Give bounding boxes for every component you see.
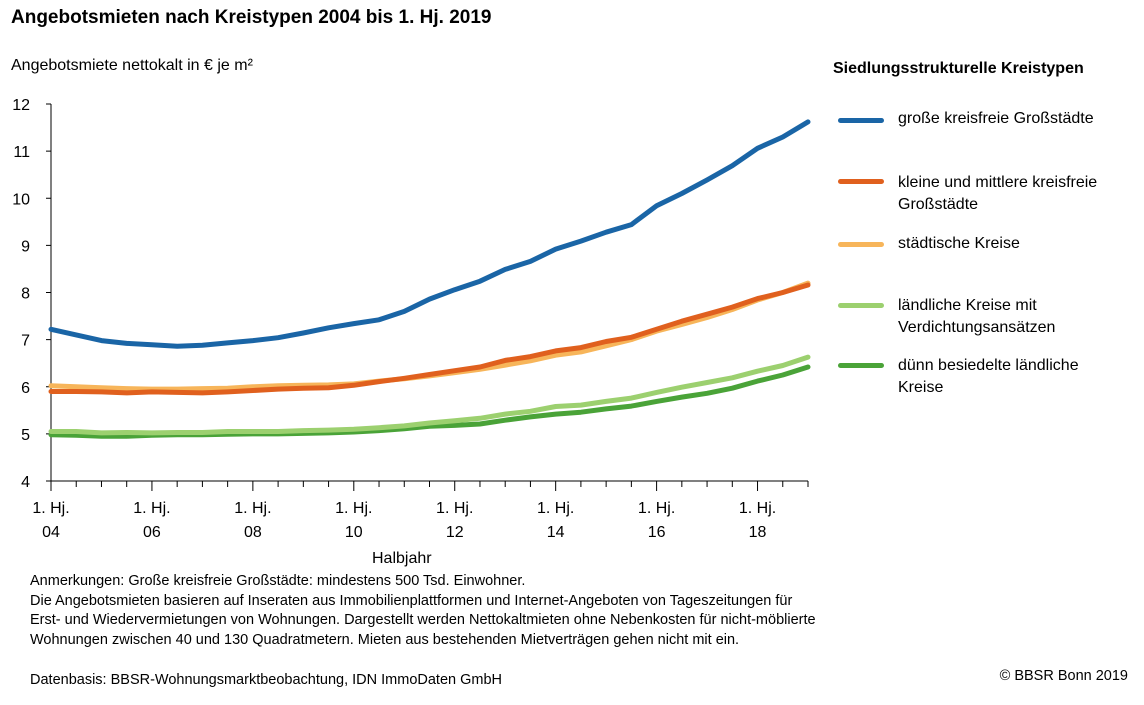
- footnote-line: Die Angebotsmieten basieren auf Inserate…: [30, 592, 793, 609]
- line-chart: 4 5 6 7 8 9 10 11 12 1. Hj. 04 1. Hj. 06 1. Hj. 08 1. H…: [12, 97, 811, 541]
- x-tick-label: 1. Hj.: [133, 500, 170, 517]
- data-source: Datenbasis: BBSR-Wohnungsmarktbeobachtun…: [30, 672, 503, 688]
- x-tick-label: 04: [42, 524, 60, 541]
- y-tick-label: 7: [21, 333, 30, 350]
- x-tick-label: 1. Hj.: [335, 500, 372, 517]
- axes: 4 5 6 7 8 9 10 11 12 1. Hj. 04 1. Hj. 06 1. Hj. 08 1. H…: [12, 97, 809, 541]
- series-line: [48, 282, 811, 396]
- y-tick-label: 8: [21, 286, 30, 303]
- y-tick-label: 5: [21, 427, 30, 444]
- y-tick-label: 9: [21, 238, 30, 255]
- legend-swatch: [838, 118, 884, 123]
- x-tick-label: 08: [244, 524, 262, 541]
- x-tick-label: 12: [446, 524, 464, 541]
- x-tick-label: 1. Hj.: [537, 500, 574, 517]
- x-tick-label: 14: [547, 524, 565, 541]
- x-tick-label: 1. Hj.: [234, 500, 271, 517]
- copyright: © BBSR Bonn 2019: [999, 668, 1128, 684]
- footnote-line: Anmerkungen: Große kreisfreie Großstädte…: [30, 573, 526, 589]
- series-lines: [48, 119, 811, 439]
- x-tick-label: 1. Hj.: [638, 500, 675, 517]
- legend-label: kleine und mittlere kreisfreie Großstädte: [898, 174, 1098, 213]
- x-tick-label: 1. Hj.: [436, 500, 473, 517]
- legend-swatch: [838, 303, 884, 308]
- legend-swatch: [838, 242, 884, 247]
- legend-swatch: [838, 179, 884, 184]
- x-axis-label: Halbjahr: [372, 550, 432, 567]
- y-axis-label: Angebotsmiete nettokalt in € je m²: [11, 57, 253, 74]
- legend-label: ländliche Kreise mit Verdichtungsansätzen: [898, 297, 1056, 336]
- x-tick-label: 06: [143, 524, 161, 541]
- legend-label: große kreisfreie Großstädte: [898, 110, 1094, 127]
- y-tick-label: 11: [13, 144, 30, 161]
- x-tick-label: 10: [345, 524, 363, 541]
- y-tick-label: 4: [21, 474, 30, 491]
- legend-title: Siedlungsstrukturelle Kreistypen: [833, 60, 1084, 77]
- legend-swatch: [838, 363, 884, 368]
- x-tick-label: 1. Hj.: [32, 500, 69, 517]
- footnote-line: Erst- und Wiedervermietungen von Wohnung…: [30, 612, 816, 628]
- series-line: [48, 119, 811, 349]
- y-tick-label: 6: [21, 380, 30, 397]
- x-tick-label: 1. Hj.: [739, 500, 776, 517]
- series-line: [48, 354, 811, 436]
- footnote-line: Wohnungen zwischen 40 und 130 Quadratmet…: [30, 631, 740, 648]
- y-tick-label: 12: [12, 97, 30, 114]
- chart-title: Angebotsmieten nach Kreistypen 2004 bis …: [11, 7, 492, 28]
- legend-label: städtische Kreise: [898, 235, 1020, 252]
- x-tick-label: 18: [749, 524, 767, 541]
- x-tick-label: 16: [648, 524, 666, 541]
- footnote: Anmerkungen: Große kreisfreie Großstädte…: [30, 572, 816, 650]
- legend-label: dünn besiedelte ländliche Kreise: [898, 357, 1079, 396]
- y-tick-label: 10: [12, 191, 30, 208]
